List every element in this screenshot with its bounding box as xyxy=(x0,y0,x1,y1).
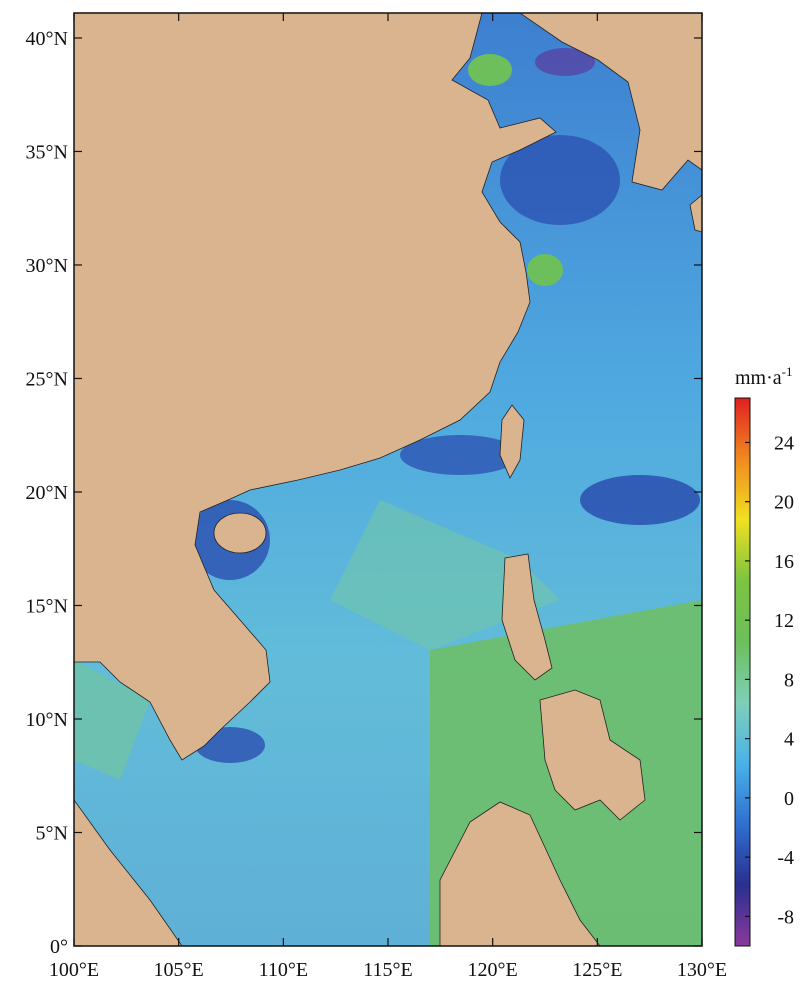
y-tick-label: 30°N xyxy=(26,255,68,277)
colorbar-tick-label: 20 xyxy=(774,492,794,514)
luzon xyxy=(501,553,553,681)
x-tick-label: 120°E xyxy=(468,959,518,981)
unit-exponent: -1 xyxy=(782,364,793,379)
hainan xyxy=(213,512,267,554)
korea-liaodong xyxy=(519,13,702,191)
malay-sumatra xyxy=(74,799,183,946)
negative-patch xyxy=(400,435,520,475)
visayas-mindanao xyxy=(539,689,646,821)
y-tick-label: 10°N xyxy=(26,709,68,731)
y-tick-label: 0° xyxy=(50,936,68,958)
mainland xyxy=(74,13,557,761)
colorbar-tick-label: 24 xyxy=(774,432,794,454)
colorbar-tick-label: -4 xyxy=(777,847,794,869)
y-tick-label: 25°N xyxy=(26,368,68,390)
green-region xyxy=(74,660,150,780)
negative-patch xyxy=(535,48,595,76)
x-tick-label: 130°E xyxy=(677,959,727,981)
y-tick-label: 40°N xyxy=(26,28,68,50)
colorbar-tick-label: 12 xyxy=(774,610,794,632)
colorbar xyxy=(734,397,751,947)
colorbar-unit: mm·a-1 xyxy=(735,364,793,389)
unit-base: mm·a xyxy=(735,367,782,389)
negative-patch xyxy=(500,135,620,225)
x-tick-label: 115°E xyxy=(363,959,412,981)
colorbar-tick-label: 4 xyxy=(784,729,794,751)
colorbar-tick-label: 0 xyxy=(784,788,794,810)
y-tick-label: 35°N xyxy=(26,141,68,163)
y-tick-label: 5°N xyxy=(36,822,68,844)
y-tick-label: 15°N xyxy=(26,595,68,617)
borneo xyxy=(439,801,601,946)
colorbar-tick-label: 16 xyxy=(774,551,794,573)
y-tick-label: 20°N xyxy=(26,482,68,504)
negative-patch xyxy=(580,475,700,525)
taiwan xyxy=(499,404,525,479)
x-tick-label: 125°E xyxy=(572,959,622,981)
green-spot xyxy=(468,54,512,86)
x-tick-label: 105°E xyxy=(154,959,204,981)
x-tick-label: 110°E xyxy=(259,959,308,981)
colorbar-tick-label: -8 xyxy=(777,906,794,928)
japan xyxy=(689,194,702,233)
colorbar-tick-label: 8 xyxy=(784,669,794,691)
green-spot xyxy=(527,254,563,286)
x-tick-label: 100°E xyxy=(49,959,99,981)
map-area xyxy=(74,13,702,946)
